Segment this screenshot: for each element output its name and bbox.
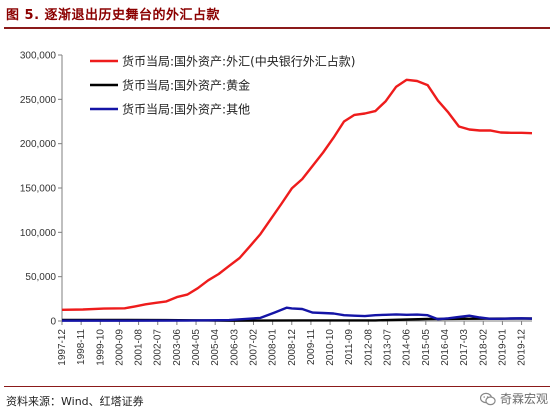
- x-tick-label: 1998-11: [76, 329, 87, 365]
- x-tick-label: 1999-10: [95, 329, 106, 366]
- x-tick-label: 2013-07: [383, 329, 394, 366]
- watermark: 奇霖宏观: [479, 390, 548, 407]
- series-line-3: [61, 306, 533, 322]
- source-rule: [4, 386, 550, 387]
- x-tick-label: 2016-04: [440, 329, 451, 366]
- x-tick-label: 2011-09: [344, 329, 355, 365]
- x-tick-label: 2000-09: [114, 329, 125, 366]
- watermark-text: 奇霖宏观: [499, 392, 548, 406]
- y-tick-label: 100,000: [20, 228, 57, 239]
- y-tick-label: 0: [50, 317, 56, 328]
- x-tick-label: 2006-03: [229, 329, 240, 366]
- x-tick-label: 2014-06: [402, 329, 413, 366]
- x-tick-label: 2009-11: [306, 329, 317, 365]
- x-tick-label: 2019-12: [517, 329, 528, 366]
- x-tick-label: 2007-02: [248, 329, 259, 366]
- x-tick-label: 2002-07: [153, 329, 164, 366]
- y-tick-label: 250,000: [20, 95, 57, 106]
- y-tick-label: 150,000: [20, 184, 57, 195]
- wechat-icon: [479, 392, 496, 405]
- x-tick-label: 2018-02: [478, 329, 489, 366]
- legend-label-3: 货币当局:国外资产:其他: [122, 102, 250, 117]
- x-tick-label: 2012-08: [363, 329, 374, 366]
- x-tick-label: 2010-10: [325, 329, 336, 366]
- x-tick-label: 2004-05: [191, 329, 202, 366]
- x-tick-label: 2019-01: [497, 329, 508, 366]
- x-tick-label: 2005-04: [210, 329, 221, 366]
- x-tick-label: 2008-12: [287, 329, 298, 366]
- x-tick-label: 2003-06: [172, 329, 183, 366]
- x-tick-label: 2017-03: [459, 329, 470, 366]
- y-tick-label: 300,000: [20, 51, 57, 62]
- chart-area: 0 50,000 100,000 150,000 200,000 250,000 300,0…: [20, 51, 533, 366]
- source-note: 资料来源：Wind、红塔证券: [6, 395, 144, 408]
- y-tick-label: 200,000: [20, 139, 57, 150]
- x-tick-label: 2008-01: [268, 329, 279, 366]
- figure-title: 图 5. 逐渐退出历史舞台的外汇占款: [6, 8, 221, 23]
- x-tick-label: 1997-12: [57, 329, 68, 366]
- x-tick-label: 2001-08: [134, 329, 145, 366]
- y-tick-label: 50,000: [25, 272, 56, 283]
- legend-label-2: 货币当局:国外资产:黄金: [122, 78, 250, 93]
- title-rule: [4, 27, 550, 29]
- x-tick-label: 2015-05: [421, 329, 432, 366]
- legend-label-1: 货币当局:国外资产:外汇(中央银行外汇占款): [122, 54, 355, 69]
- series-line-1: [61, 78, 533, 311]
